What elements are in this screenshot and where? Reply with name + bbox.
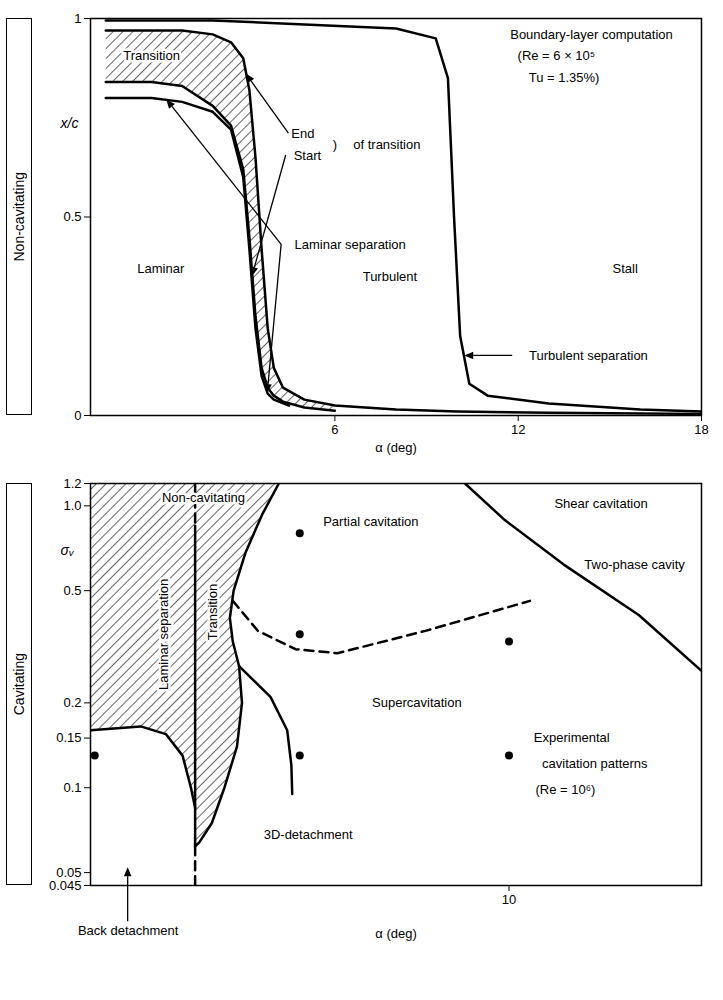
svg-text:Laminar separation: Laminar separation [295,237,406,252]
svg-text:0.15: 0.15 [56,730,81,745]
svg-text:18: 18 [694,422,708,437]
svg-text:Transition: Transition [123,48,180,63]
svg-text:0: 0 [74,408,81,423]
html-text:Non-cavitating: Non-cavitating [11,171,27,262]
svg-text:Stall: Stall [612,261,637,276]
svg-text:Laminar: Laminar [137,261,185,276]
svg-text:Boundary-layer computation: Boundary-layer computation [510,27,673,42]
svg-text:Supercavitation: Supercavitation [372,695,462,710]
svg-text:Boundary-layer computation: Boundary-layer computation [510,27,673,42]
svg-text:Stall: Stall [612,261,637,276]
svg-text:Experimental: Experimental [534,730,610,745]
svg-text:Laminar separation: Laminar separation [295,237,406,252]
svg-text:Partial cavitation: Partial cavitation [323,514,418,529]
svg-text:Shear cavitation: Shear cavitation [554,496,647,511]
svg-text:0.5: 0.5 [63,209,81,224]
svg-text:Transition: Transition [205,584,220,641]
svg-text:Transition: Transition [205,584,220,641]
svg-text:Two-phase cavity: Two-phase cavity [584,557,685,572]
svg-text:): ) [333,137,337,152]
svg-text:Laminar separation: Laminar separation [156,579,171,690]
svg-text:Non-cavitating: Non-cavitating [162,490,245,505]
svg-text:Shear cavitation: Shear cavitation [554,496,647,511]
svg-text:12: 12 [511,422,525,437]
svg-text:Back detachment: Back detachment [78,923,179,938]
svg-text:Two-phase cavity: Two-phase cavity [584,557,685,572]
svg-text:End: End [291,126,314,141]
svg-text:6: 6 [331,422,338,437]
svg-text:1: 1 [74,11,81,26]
svg-text:): ) [333,137,337,152]
svg-text:Tu = 1.35%): Tu = 1.35%) [529,70,600,85]
svg-text:End: End [291,126,314,141]
svg-text:Turbulent: Turbulent [363,269,418,284]
svg-text:Experimental: Experimental [534,730,610,745]
svg-text:(Re = 6 × 10⁵: (Re = 6 × 10⁵ [518,48,596,63]
svg-text:Laminar separation: Laminar separation [156,579,171,690]
svg-text:0.045: 0.045 [49,878,82,893]
html-text:Cavitating: Cavitating [11,652,27,716]
svg-text:α (deg): α (deg) [375,926,416,941]
svg-text:of transition: of transition [353,137,420,152]
svg-text:0.05: 0.05 [56,865,81,880]
svg-text:σᵥ: σᵥ [61,542,75,558]
svg-text:Back detachment: Back detachment [78,923,179,938]
svg-text:Partial cavitation: Partial cavitation [323,514,418,529]
svg-text:(Re = 10⁶): (Re = 10⁶) [536,782,596,797]
svg-text:Turbulent separation: Turbulent separation [529,348,648,363]
svg-text:Supercavitation: Supercavitation [372,695,462,710]
svg-text:Tu = 1.35%): Tu = 1.35%) [529,70,600,85]
svg-text:(Re = 6 × 10⁵: (Re = 6 × 10⁵ [518,48,596,63]
svg-text:cavitation patterns: cavitation patterns [542,756,648,771]
svg-text:10: 10 [502,892,516,907]
svg-text:of transition: of transition [353,137,420,152]
svg-text:Transition: Transition [123,48,180,63]
svg-text:1.0: 1.0 [63,498,81,513]
svg-text:Laminar: Laminar [137,261,185,276]
svg-text:1.2: 1.2 [63,476,81,491]
svg-text:Turbulent: Turbulent [363,269,418,284]
svg-text:Start: Start [294,148,322,163]
svg-text:0.2: 0.2 [63,695,81,710]
svg-text:(Re = 10⁶): (Re = 10⁶) [536,782,596,797]
svg-text:Turbulent separation: Turbulent separation [529,348,648,363]
svg-text:0.1: 0.1 [63,780,81,795]
svg-text:x/c: x/c [60,115,79,131]
svg-text:α (deg): α (deg) [375,440,416,455]
svg-text:0.5: 0.5 [63,583,81,598]
svg-text:Start: Start [294,148,322,163]
svg-text:3D-detachment: 3D-detachment [264,827,353,842]
svg-text:3D-detachment: 3D-detachment [264,827,353,842]
svg-text:Non-cavitating: Non-cavitating [162,490,245,505]
svg-text:cavitation patterns: cavitation patterns [542,756,648,771]
